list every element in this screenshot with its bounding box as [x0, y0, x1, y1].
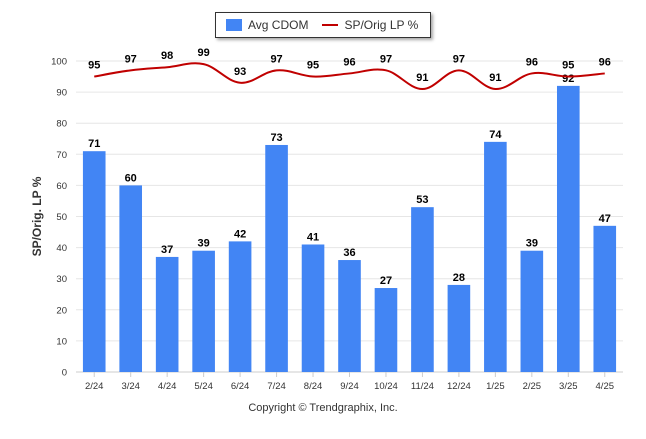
y-tick-label: 10	[56, 336, 67, 347]
line-data-label: 93	[234, 66, 246, 78]
bar-data-label: 74	[489, 129, 502, 141]
bar	[447, 284, 471, 372]
x-tick-label: 8/24	[304, 381, 323, 392]
line-data-label: 96	[599, 56, 611, 68]
bar-data-label: 27	[380, 275, 392, 287]
bar	[192, 250, 215, 372]
bar	[155, 256, 179, 372]
bar	[484, 141, 507, 372]
bar	[556, 85, 580, 372]
line-series-path	[94, 62, 605, 90]
legend-bar-label: Avg CDOM	[248, 18, 309, 32]
line-data-label: 97	[270, 53, 282, 65]
x-tick-label: 2/25	[523, 381, 542, 392]
bar-data-label: 39	[198, 238, 210, 250]
legend-item-bar[interactable]: Avg CDOM	[226, 18, 308, 32]
x-tick-label: 5/24	[194, 381, 213, 392]
legend: Avg CDOM SP/Orig LP %	[215, 12, 431, 38]
y-tick-label: 80	[56, 119, 67, 130]
line-data-label: 95	[307, 60, 319, 72]
bar	[374, 288, 398, 372]
bar-data-label: 60	[125, 172, 137, 184]
y-tick-label: 70	[56, 150, 67, 161]
bar	[593, 225, 617, 372]
line-data-label: 97	[453, 53, 465, 65]
bar	[228, 241, 252, 372]
y-tick-label: 20	[56, 305, 67, 316]
x-tick-label: 3/24	[121, 381, 140, 392]
x-tick-label: 6/24	[231, 381, 250, 392]
x-tick-label: 4/24	[158, 381, 177, 392]
bar-data-label: 53	[416, 194, 428, 206]
bar	[82, 151, 106, 372]
y-tick-label: 90	[56, 88, 67, 99]
x-tick-label: 9/24	[340, 381, 359, 392]
line-data-label: 95	[562, 60, 574, 72]
bar-data-label: 41	[307, 231, 319, 243]
x-tick-label: 4/25	[596, 381, 615, 392]
line-data-label: 91	[416, 72, 428, 84]
y-tick-label: 100	[51, 57, 67, 68]
bar-data-label: 47	[599, 213, 611, 225]
x-tick-label: 12/24	[447, 381, 471, 392]
legend-bar-swatch	[226, 19, 242, 31]
line-data-label: 97	[125, 53, 137, 65]
bar-data-label: 37	[161, 244, 173, 256]
bar-data-label: 73	[270, 132, 282, 144]
line-data-label: 96	[526, 56, 538, 68]
bar	[265, 144, 288, 372]
x-tick-label: 11/24	[411, 381, 434, 392]
x-tick-label: 7/24	[267, 381, 286, 392]
bar-data-label: 28	[453, 272, 465, 284]
bar	[411, 207, 434, 372]
line-data-label: 95	[88, 60, 100, 72]
line-data-label: 96	[343, 56, 355, 68]
legend-item-line[interactable]: SP/Orig LP %	[322, 18, 418, 32]
x-tick-label: 1/25	[486, 381, 505, 392]
bar-data-label: 36	[343, 247, 355, 259]
bar	[301, 244, 325, 372]
line-data-label: 98	[161, 50, 173, 62]
bar-data-label: 42	[234, 228, 246, 240]
bar-data-label: 39	[526, 238, 538, 250]
y-tick-label: 30	[56, 274, 67, 285]
legend-line-label: SP/Orig LP %	[344, 18, 419, 32]
bar-data-label: 92	[562, 73, 574, 85]
bar	[520, 250, 544, 372]
y-axis-title: SP/Orig. LP %	[30, 176, 44, 256]
line-data-label: 97	[380, 53, 392, 65]
y-tick-label: 0	[62, 368, 67, 379]
legend-line-swatch	[322, 24, 339, 26]
y-tick-label: 40	[56, 243, 67, 254]
x-tick-label: 3/25	[559, 381, 578, 392]
copyright-text: Copyright © Trendgraphix, Inc.	[248, 402, 398, 414]
y-tick-label: 50	[56, 212, 67, 223]
x-tick-label: 2/24	[85, 381, 104, 392]
y-tick-label: 60	[56, 181, 67, 192]
x-tick-label: 10/24	[374, 381, 398, 392]
line-data-label: 91	[489, 72, 501, 84]
bar	[338, 260, 361, 372]
bar-data-label: 71	[88, 138, 100, 150]
line-data-label: 99	[198, 47, 210, 59]
bar	[119, 185, 143, 372]
